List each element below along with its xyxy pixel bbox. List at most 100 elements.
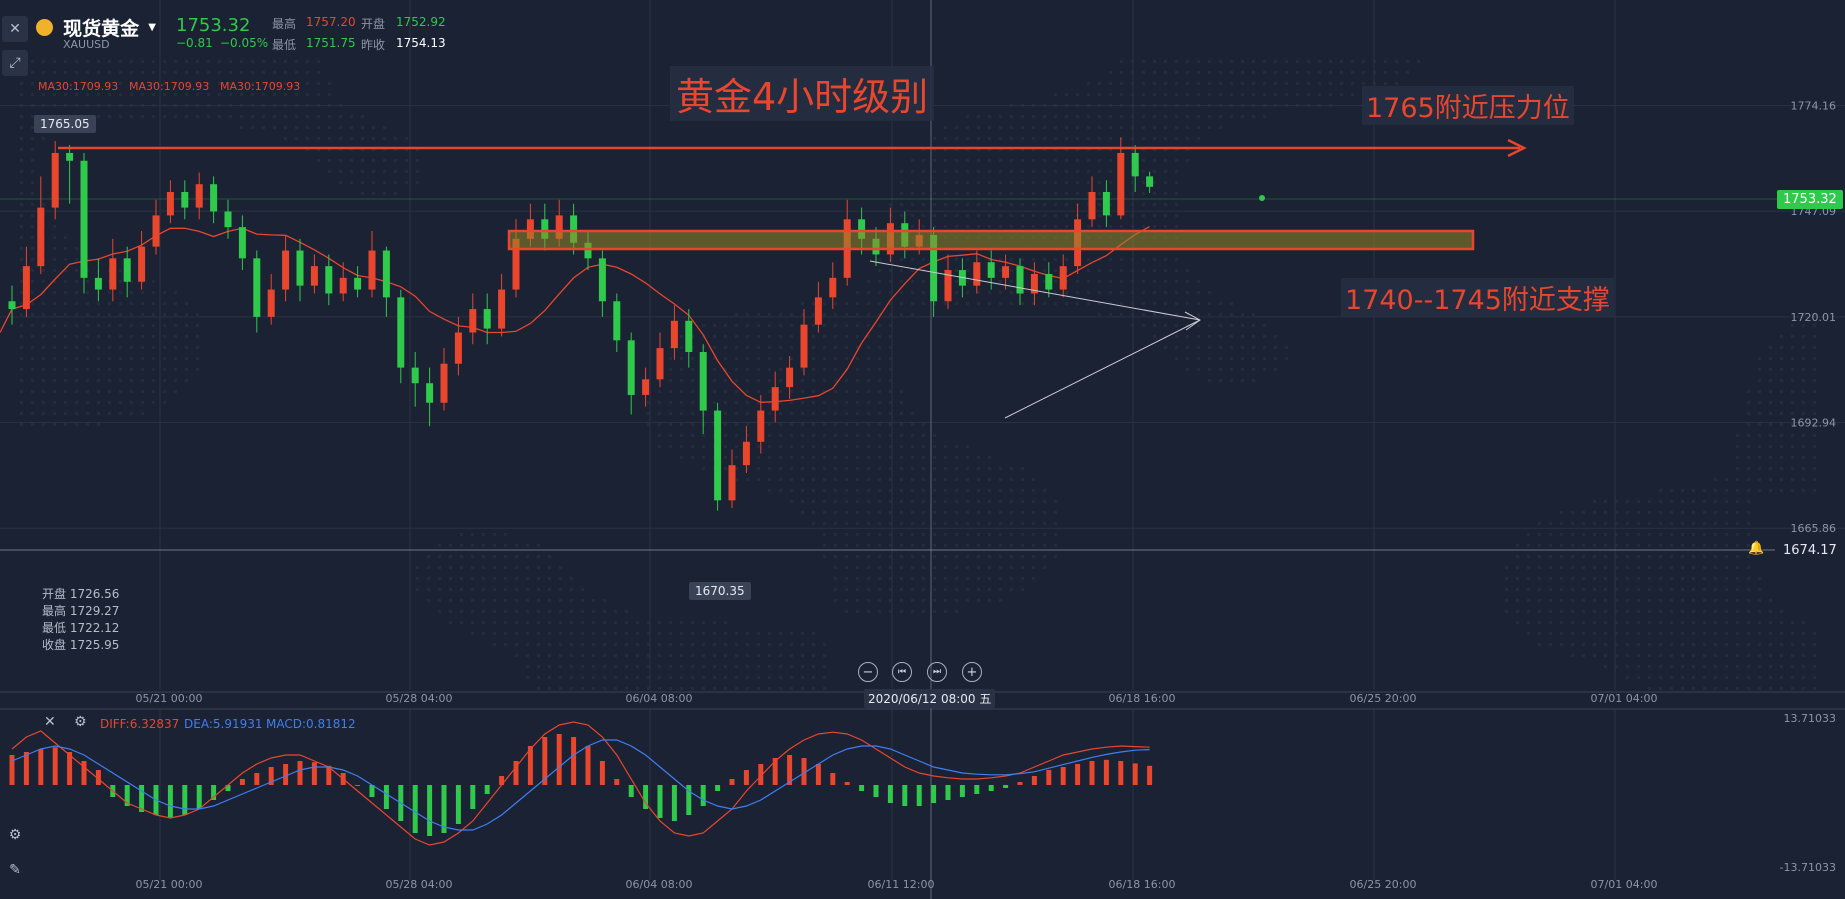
map-dot	[1802, 456, 1805, 459]
map-dot	[812, 467, 815, 470]
map-dot	[130, 324, 133, 327]
map-dot	[790, 445, 793, 448]
map-dot	[691, 390, 694, 393]
map-dot	[1406, 71, 1409, 74]
map-dot	[801, 643, 804, 646]
map-dot	[1769, 687, 1772, 690]
candle-body	[22, 266, 30, 310]
map-dot	[999, 467, 1002, 470]
chevron-down-icon[interactable]: ▼	[148, 22, 156, 33]
map-dot	[1758, 676, 1761, 679]
map-dot	[1043, 511, 1046, 514]
candle-body	[238, 227, 246, 259]
map-dot	[31, 192, 34, 195]
candle	[138, 231, 146, 290]
map-dot	[1791, 423, 1794, 426]
map-dot	[856, 456, 859, 459]
map-dot	[779, 654, 782, 657]
macd-bar	[614, 779, 620, 785]
cursor-icon[interactable]: ⤢	[2, 50, 28, 76]
map-dot	[1714, 500, 1717, 503]
map-dot	[999, 291, 1002, 294]
pencil-icon[interactable]: ✎	[9, 862, 21, 878]
map-dot	[1065, 93, 1068, 96]
map-dot	[53, 357, 56, 360]
map-dot	[845, 577, 848, 580]
map-dot	[933, 533, 936, 536]
map-dot	[1703, 654, 1706, 657]
map-dot	[636, 665, 639, 668]
map-dot	[856, 588, 859, 591]
map-dot	[185, 357, 188, 360]
map-dot	[790, 357, 793, 360]
map-dot	[878, 555, 881, 558]
support-annotation[interactable]: 1740--1745附近支撑	[1341, 278, 1614, 317]
indicator-icon[interactable]: ⚙	[8, 827, 22, 843]
map-dot	[933, 467, 936, 470]
candle-body	[656, 348, 664, 380]
macd-close-icon[interactable]: ✕	[44, 714, 56, 730]
map-dot	[1153, 225, 1156, 228]
map-dot	[130, 115, 133, 118]
macd-settings-icon[interactable]: ⚙	[74, 714, 87, 730]
map-dot	[350, 115, 353, 118]
map-dot	[1637, 511, 1640, 514]
map-dot	[669, 434, 672, 437]
scroll-start-button[interactable]: ⏮	[892, 662, 912, 682]
map-dot	[867, 313, 870, 316]
map-dot	[1032, 302, 1035, 305]
map-dot	[1164, 126, 1167, 129]
alert-price-tag[interactable]: 1674.17	[1783, 543, 1837, 558]
candle-body	[1131, 152, 1139, 177]
map-dot	[1714, 687, 1717, 690]
map-dot	[1714, 544, 1717, 547]
map-dot	[1032, 522, 1035, 525]
map-dot	[977, 478, 980, 481]
macd-bar	[1132, 763, 1138, 785]
chart-title-annotation[interactable]: 黄金4小时级别	[670, 66, 935, 121]
zoom-out-button[interactable]: −	[858, 662, 878, 682]
candle-body	[728, 465, 736, 501]
macd-bar	[124, 785, 130, 806]
map-dot	[86, 93, 89, 96]
map-dot	[691, 676, 694, 679]
resistance-annotation[interactable]: 1765附近压力位	[1362, 86, 1574, 125]
map-dot	[1780, 621, 1783, 624]
map-dot	[735, 368, 738, 371]
map-dot	[790, 346, 793, 349]
map-dot	[383, 126, 386, 129]
map-dot	[64, 302, 67, 305]
map-dot	[1032, 577, 1035, 580]
drawing-tools[interactable]	[58, 138, 1527, 419]
symbol-header[interactable]: 现货黄金 ▼	[36, 14, 156, 41]
map-dot	[911, 170, 914, 173]
map-dot	[449, 610, 452, 613]
map-dot	[1087, 181, 1090, 184]
map-dot	[559, 665, 562, 668]
map-dot	[570, 621, 573, 624]
candle-body	[253, 258, 261, 317]
close-icon[interactable]: ✕	[2, 16, 28, 42]
map-dot	[790, 423, 793, 426]
bell-icon[interactable]: 🔔	[1748, 541, 1765, 556]
map-dot	[31, 148, 34, 151]
map-dot	[702, 467, 705, 470]
map-dot	[53, 291, 56, 294]
map-dot	[1109, 82, 1112, 85]
low-label: 最低	[272, 38, 297, 52]
map-dot	[119, 71, 122, 74]
map-dot	[163, 368, 166, 371]
map-dot	[86, 324, 89, 327]
map-dot	[713, 390, 716, 393]
map-dot	[1395, 82, 1398, 85]
map-dot	[1351, 93, 1354, 96]
scroll-end-button[interactable]: ⏭	[927, 662, 947, 682]
zoom-in-button[interactable]: +	[962, 662, 982, 682]
map-dot	[911, 599, 914, 602]
map-dot	[1208, 71, 1211, 74]
map-dot	[20, 170, 23, 173]
map-dot	[1802, 401, 1805, 404]
map-dot	[812, 687, 815, 690]
